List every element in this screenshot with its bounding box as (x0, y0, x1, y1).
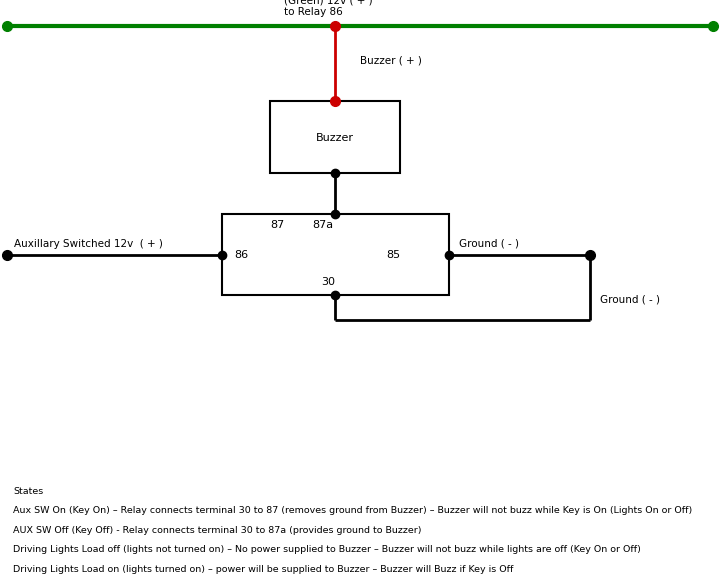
Text: AUX SW Off (Key Off) - Relay connects terminal 30 to 87a (provides ground to Buz: AUX SW Off (Key Off) - Relay connects te… (13, 526, 421, 535)
Text: Buzzer: Buzzer (316, 133, 354, 143)
Bar (222, 214, 449, 295)
Text: 86: 86 (234, 250, 248, 260)
Text: Aux SW On (Key On) – Relay connects terminal 30 to 87 (removes ground from Buzze: Aux SW On (Key On) – Relay connects term… (13, 506, 692, 516)
Text: Driving Lights Load
(Green) 12v ( + )
to Relay 86: Driving Lights Load (Green) 12v ( + ) to… (284, 0, 385, 17)
Text: Ground ( - ): Ground ( - ) (459, 239, 519, 249)
Text: 87: 87 (270, 219, 284, 230)
Text: 30: 30 (321, 277, 336, 287)
Text: Ground ( - ): Ground ( - ) (600, 294, 660, 305)
Text: Driving Lights Load off (lights not turned on) – No power supplied to Buzzer – B: Driving Lights Load off (lights not turn… (13, 545, 641, 555)
Text: Driving Lights Load on (lights turned on) – power will be supplied to Buzzer – B: Driving Lights Load on (lights turned on… (13, 565, 513, 574)
Bar (270, 101, 400, 173)
Text: 87a: 87a (312, 219, 333, 230)
Text: States: States (13, 487, 43, 496)
Text: 85: 85 (387, 250, 401, 260)
Text: Auxillary Switched 12v  ( + ): Auxillary Switched 12v ( + ) (14, 239, 163, 249)
Text: Buzzer ( - ): Buzzer ( - ) (360, 214, 417, 224)
Text: Buzzer ( + ): Buzzer ( + ) (360, 55, 422, 66)
